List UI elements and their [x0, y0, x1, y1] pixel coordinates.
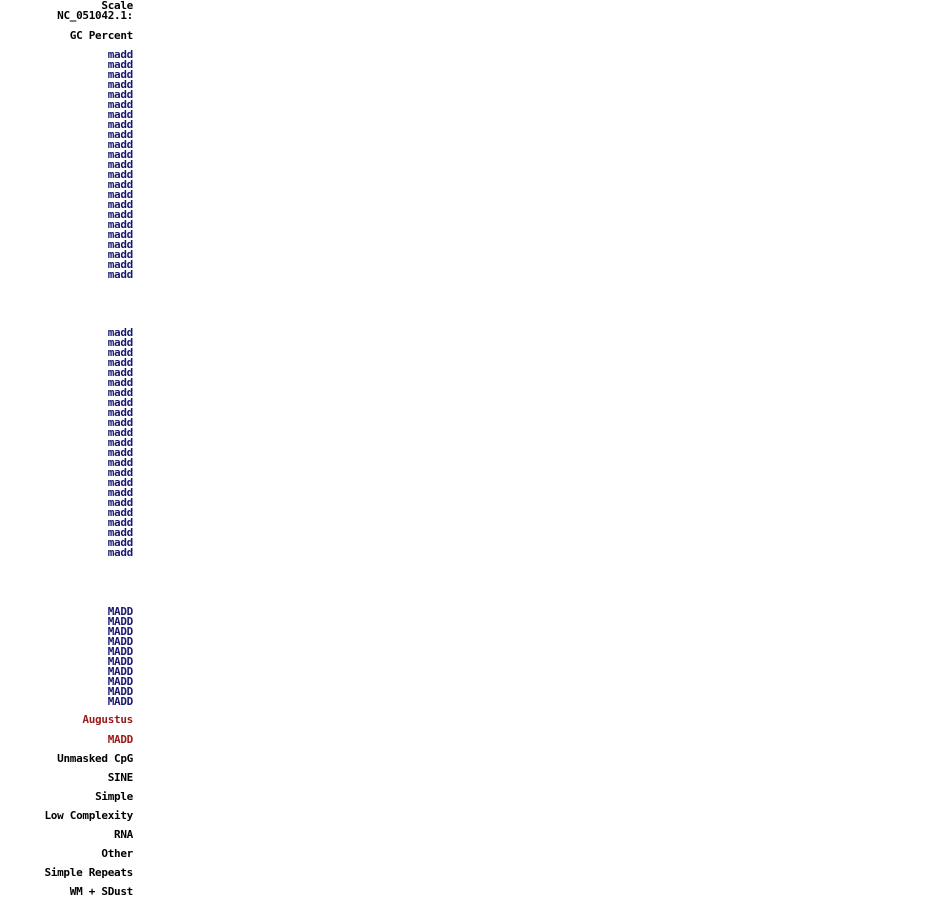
track-item-label[interactable]: madd: [107, 68, 134, 81]
track-item-label[interactable]: madd: [107, 366, 134, 379]
track-item-label[interactable]: MADD: [107, 625, 134, 638]
track-item-label[interactable]: MADD: [107, 675, 134, 688]
track-item-label[interactable]: madd: [107, 446, 134, 459]
track-item-label[interactable]: madd: [107, 178, 134, 191]
track-item-label[interactable]: madd: [107, 218, 134, 231]
track-label-simple[interactable]: Simple: [95, 790, 133, 803]
track-item-label[interactable]: madd: [107, 88, 134, 101]
track-item-label[interactable]: madd: [107, 476, 134, 489]
track-item-label[interactable]: madd: [107, 78, 134, 91]
chromosome-position-label: NC_051042.1:: [57, 9, 133, 22]
track-label-other[interactable]: Other: [101, 847, 133, 860]
track-item-label[interactable]: madd: [107, 238, 134, 251]
track-item-label[interactable]: madd: [107, 346, 134, 359]
track-label-simple-repeats[interactable]: Simple Repeats: [44, 866, 133, 879]
track-item-label[interactable]: madd: [107, 128, 134, 141]
track-item-label[interactable]: madd: [107, 158, 134, 171]
track-item-label[interactable]: madd: [107, 48, 134, 61]
track-item-label[interactable]: madd: [107, 546, 134, 559]
track-item-label[interactable]: MADD: [107, 635, 134, 648]
track-item-label[interactable]: MADD: [107, 695, 134, 708]
track-item-label[interactable]: madd: [107, 386, 134, 399]
track-item-label[interactable]: madd: [107, 228, 134, 241]
track-item-label[interactable]: madd: [107, 456, 134, 469]
gc-percent-track-label[interactable]: GC Percent: [69, 29, 134, 42]
track-item-label[interactable]: madd: [107, 98, 134, 111]
madd-items-block-3: MADD MADD MADD MADD MADD MADD MADD MADD MADD MADD: [0, 605, 134, 708]
track-label-sine[interactable]: SINE: [107, 771, 134, 784]
track-label-wm-sdust[interactable]: WM + SDust: [69, 885, 134, 897]
track-item-label[interactable]: madd: [107, 466, 134, 479]
track-item-label[interactable]: madd: [107, 486, 134, 499]
track-item-label[interactable]: madd: [107, 258, 134, 271]
track-item-label[interactable]: madd: [107, 406, 134, 419]
track-item-label[interactable]: madd: [107, 138, 134, 151]
track-item-label[interactable]: MADD: [107, 605, 134, 618]
track-item-label[interactable]: madd: [107, 268, 134, 281]
track-item-label[interactable]: madd: [107, 248, 134, 261]
track-label-unmasked-cpg[interactable]: Unmasked CpG: [57, 752, 133, 765]
track-item-label[interactable]: MADD: [107, 655, 134, 668]
scale-label: Scale: [101, 0, 133, 12]
track-item-label[interactable]: madd: [107, 336, 134, 349]
track-item-label[interactable]: madd: [107, 356, 134, 369]
track-label-column: Scale NC_051042.1: GC Percent madd madd ma…: [0, 0, 133, 897]
track-item-label[interactable]: madd: [107, 188, 134, 201]
track-label-augustus[interactable]: Augustus: [82, 713, 133, 726]
track-label-rna[interactable]: RNA: [114, 828, 133, 841]
track-data-area-blank: [134, 0, 950, 897]
madd-items-block-1: madd madd madd madd madd madd madd madd madd madd…: [0, 48, 134, 281]
track-item-label[interactable]: madd: [107, 118, 134, 131]
track-item-label[interactable]: madd: [107, 148, 134, 161]
track-item-label[interactable]: madd: [107, 208, 134, 221]
track-item-label[interactable]: madd: [107, 108, 134, 121]
track-item-label[interactable]: MADD: [107, 645, 134, 658]
track-item-label[interactable]: madd: [107, 168, 134, 181]
track-item-label[interactable]: madd: [107, 58, 134, 71]
track-item-label[interactable]: madd: [107, 416, 134, 429]
track-item-label[interactable]: madd: [107, 396, 134, 409]
track-item-label[interactable]: madd: [107, 326, 134, 339]
track-item-label[interactable]: madd: [107, 198, 134, 211]
track-item-label[interactable]: madd: [107, 506, 134, 519]
track-item-label[interactable]: MADD: [107, 685, 134, 698]
track-item-label[interactable]: madd: [107, 436, 134, 449]
track-item-label[interactable]: madd: [107, 516, 134, 529]
track-item-label[interactable]: madd: [107, 496, 134, 509]
track-item-label[interactable]: MADD: [107, 665, 134, 678]
track-label-low-complexity[interactable]: Low Complexity: [44, 809, 133, 822]
track-item-label[interactable]: madd: [107, 526, 134, 539]
track-item-label[interactable]: MADD: [107, 615, 134, 628]
track-label-madd[interactable]: MADD: [107, 733, 134, 746]
track-item-label[interactable]: madd: [107, 426, 134, 439]
madd-items-block-2: madd madd madd madd madd madd madd madd madd madd…: [0, 326, 134, 559]
track-item-label[interactable]: madd: [107, 536, 134, 549]
track-item-label[interactable]: madd: [107, 376, 134, 389]
